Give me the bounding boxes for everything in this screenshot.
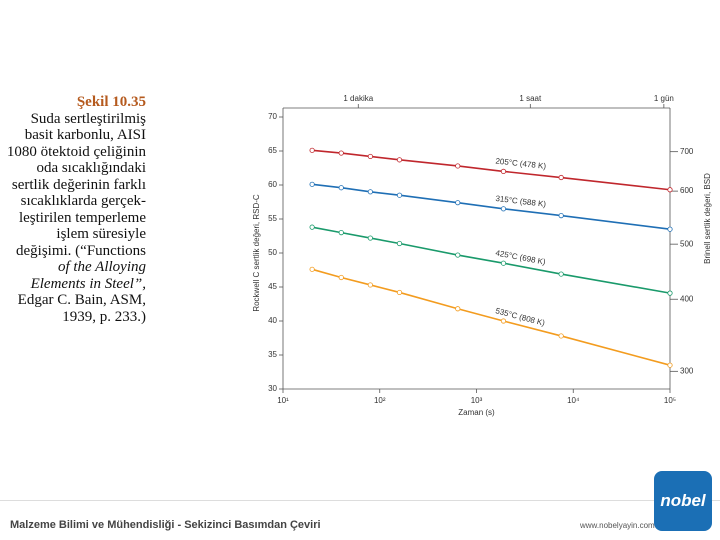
data-point	[667, 362, 673, 368]
x2-tick-label: 1 saat	[519, 94, 542, 103]
y2-tick-label: 500	[680, 239, 694, 248]
y-axis-label: Rockwell C sertlik değeri, RSD-C	[252, 194, 261, 312]
data-point	[455, 252, 461, 258]
x2-tick-label: 1 gün	[654, 94, 674, 103]
x2-tick-label: 1 dakika	[343, 94, 373, 103]
x-tick-label: 10²	[374, 396, 386, 405]
y2-tick-label: 700	[680, 147, 694, 156]
caption-line: 1939, p. 233.)	[62, 308, 146, 325]
y-tick-label: 65	[268, 146, 277, 155]
y-tick-label: 40	[268, 316, 277, 325]
data-point	[558, 271, 564, 277]
data-point	[500, 206, 507, 212]
data-point	[455, 200, 461, 206]
footer-url: www.nobelyayin.com	[580, 521, 655, 530]
y-tick-label: 45	[268, 282, 277, 291]
caption-line: sıcaklıklarda gerçek-	[20, 193, 146, 209]
data-point	[396, 240, 403, 247]
data-point	[338, 185, 344, 191]
y-tick-label: 60	[268, 180, 277, 189]
caption-line: Suda sertleştirilmiş	[30, 110, 146, 127]
series-line	[311, 226, 671, 294]
data-point	[367, 282, 373, 288]
caption-line: Edgar C. Bain, ASM,	[17, 292, 146, 308]
data-point	[455, 306, 461, 312]
data-point	[367, 153, 373, 160]
caption-line: işlem süresiyle	[56, 226, 146, 242]
data-point	[309, 224, 315, 230]
footer: Malzeme Bilimi ve Mühendisliği - Sekizin…	[0, 471, 720, 540]
series-line	[311, 268, 671, 366]
x-axis-label: Zaman (s)	[458, 408, 495, 417]
data-point	[338, 150, 344, 156]
data-point	[367, 235, 373, 241]
data-point	[396, 157, 403, 163]
data-point	[338, 274, 344, 281]
chart: 30 35 40 45 50 55 60 65 70 10¹ 10² 10³ 10⁴ 10⁵ 1 dakik…	[252, 94, 712, 417]
data-point	[500, 168, 507, 174]
data-point	[338, 230, 344, 236]
data-point	[500, 260, 507, 266]
y-tick-label: 55	[268, 214, 277, 223]
data-point	[455, 163, 461, 169]
y2-tick-label: 400	[680, 294, 694, 303]
y2-tick-label: 600	[680, 186, 694, 195]
data-point	[667, 187, 673, 193]
series-line	[312, 149, 671, 191]
x-tick-label: 10¹	[277, 396, 289, 405]
y-tick-label: 30	[268, 384, 277, 393]
data-point	[367, 189, 373, 195]
data-point	[667, 290, 673, 296]
caption-line: basit karbonlu, AISI	[24, 127, 146, 143]
data-point	[396, 289, 403, 296]
y-tick-label: 70	[268, 112, 277, 121]
caption-line: oda sıcaklığındaki	[36, 160, 146, 176]
caption-line: Elements in Steel”,	[30, 275, 146, 292]
x-tick-label: 10³	[471, 396, 483, 405]
caption: Şekil 10.35 Suda sertleştirilmiş basit kar…	[0, 94, 146, 325]
footer-title: Malzeme Bilimi ve Mühendisliği - Sekizin…	[10, 519, 321, 531]
caption-line: leştirilen temperleme	[18, 209, 146, 226]
data-point	[396, 192, 403, 198]
data-point	[558, 213, 564, 219]
data-point	[500, 318, 507, 324]
data-point	[667, 226, 673, 232]
y2-tick-label: 300	[680, 366, 694, 375]
series-line	[312, 183, 671, 230]
y2-axis-label: Brinell sertlik değeri, BSD	[703, 173, 712, 264]
caption-line: değişimi. (“Functions	[16, 242, 146, 259]
data-point	[558, 333, 564, 339]
caption-line: sertlik değerinin farklı	[11, 176, 146, 193]
x-tick-label: 10⁴	[567, 396, 580, 405]
caption-line: 1080 ötektoid çeliğinin	[6, 143, 146, 160]
data-point	[558, 174, 564, 181]
y-tick-label: 35	[268, 350, 277, 359]
caption-line: of the Alloying	[57, 259, 146, 275]
x-tick-label: 10⁵	[664, 396, 676, 405]
y-tick-label: 50	[268, 248, 277, 257]
data-point	[309, 147, 315, 153]
caption-title: Şekil 10.35	[76, 94, 146, 110]
data-point	[309, 181, 315, 187]
logo: nobel	[654, 471, 712, 531]
data-point	[309, 266, 315, 272]
series-label: 205°C (478 K)	[495, 157, 547, 171]
